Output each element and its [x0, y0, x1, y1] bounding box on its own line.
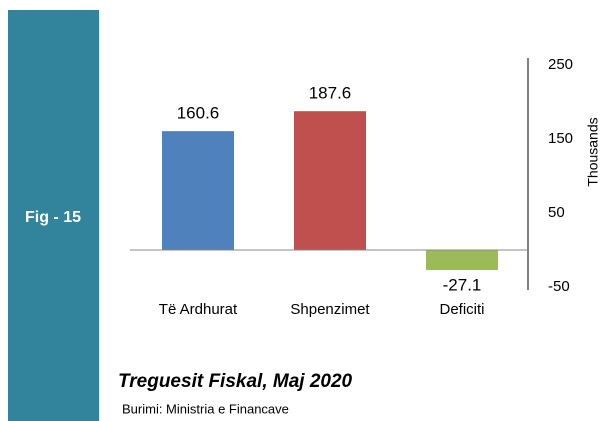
bar: [426, 250, 498, 271]
value-label: 187.6: [309, 84, 352, 103]
y-tick-label: 50: [548, 204, 565, 221]
y-tick-label: 150: [548, 130, 573, 147]
y-tick-label: 250: [548, 56, 573, 73]
figure-label: Fig - 15: [25, 209, 81, 226]
x-tick-label: Deficiti: [439, 301, 484, 318]
x-tick-label: Të Ardhurat: [159, 301, 238, 318]
x-tick-label: Shpenzimet: [290, 301, 370, 318]
bar: [162, 131, 234, 250]
value-label: 160.6: [177, 104, 220, 123]
y-axis-label: Thousands: [585, 117, 601, 186]
value-label: -27.1: [443, 276, 482, 295]
y-tick-label: -50: [548, 278, 570, 295]
chart-title: Treguesit Fiskal, Maj 2020: [118, 371, 353, 392]
bar: [294, 111, 366, 251]
source: Burimi: Ministria e Financave: [122, 401, 289, 416]
side-panel: [8, 10, 99, 421]
